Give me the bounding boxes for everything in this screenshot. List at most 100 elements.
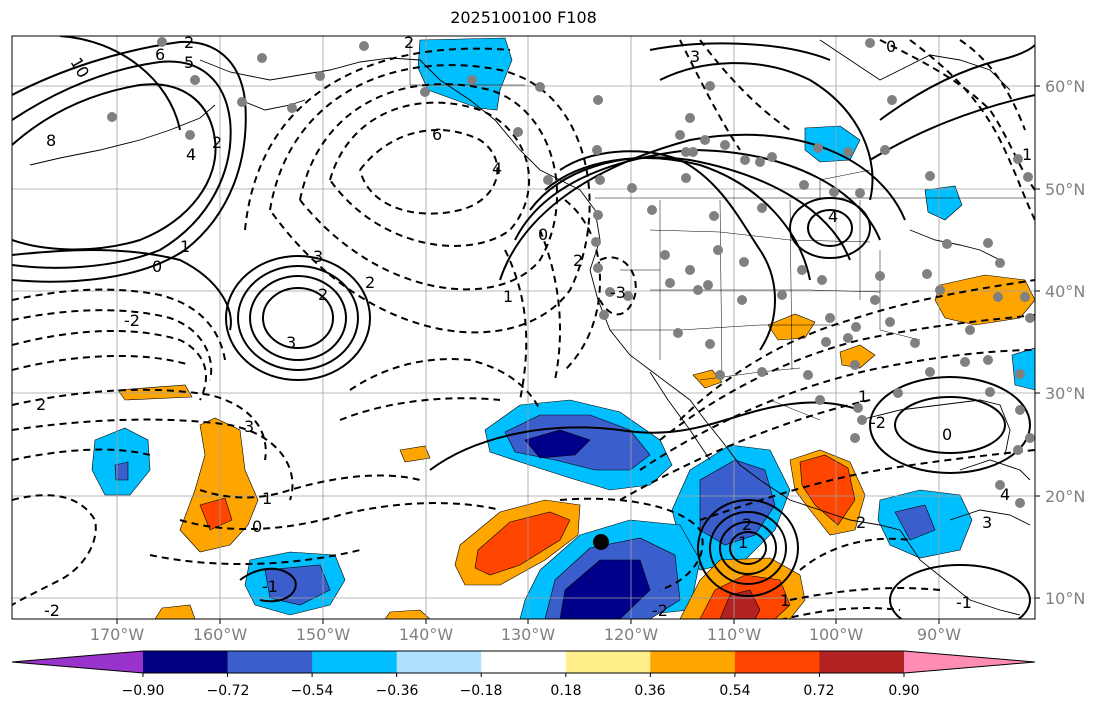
contour-label: 2 bbox=[573, 251, 583, 270]
colorbar-tick-label: −0.18 bbox=[459, 683, 503, 699]
blue-region-atlantic bbox=[1011, 347, 1035, 391]
contour-label: 6 bbox=[155, 45, 165, 64]
state-borders bbox=[409, 40, 1035, 421]
colorbar-tick-label: −0.36 bbox=[375, 683, 419, 699]
contour-label: 0 bbox=[538, 225, 548, 244]
colorbar-extend-high bbox=[904, 651, 1035, 673]
colorbar-segment bbox=[396, 651, 482, 673]
lon-label-170w: 170°W bbox=[89, 625, 145, 644]
lon-ticks bbox=[116, 619, 940, 624]
lon-label-120w: 120°W bbox=[603, 625, 659, 644]
colorbar-segment bbox=[565, 651, 651, 673]
contour-label: 5 bbox=[184, 53, 194, 72]
orange-region-southwest bbox=[154, 604, 196, 619]
map-title: 2025100100 F108 bbox=[450, 8, 597, 27]
contour-label: 3 bbox=[690, 47, 700, 66]
orange-region-central-pacific bbox=[179, 417, 259, 553]
blue-region-alaska bbox=[417, 37, 513, 111]
storm-center-marker bbox=[593, 534, 609, 550]
contour-label: 2 bbox=[212, 133, 222, 152]
colorbar-tick-label: −0.72 bbox=[206, 683, 250, 699]
contour-label: 2 bbox=[404, 33, 414, 52]
shaded-regions bbox=[91, 37, 1035, 619]
colorbar-segment bbox=[143, 651, 229, 673]
colorbar-segment bbox=[650, 651, 736, 673]
colorbar-segment bbox=[312, 651, 398, 673]
colorbar-segment bbox=[819, 651, 905, 673]
contours-dashed bbox=[12, 39, 1035, 619]
contour-label: 2 bbox=[318, 285, 328, 304]
contour-label: 1 bbox=[503, 287, 513, 306]
contour-label: -2 bbox=[124, 311, 140, 330]
colorbar-tick-label: 0.72 bbox=[803, 683, 835, 699]
contour-label: 1 bbox=[858, 387, 868, 406]
lon-label-150w: 150°W bbox=[295, 625, 351, 644]
contour-label: 3 bbox=[244, 417, 254, 436]
colorbar-tick-label: −0.90 bbox=[121, 683, 165, 699]
lon-label-100w: 100°W bbox=[808, 625, 864, 644]
contour-label: 2 bbox=[365, 273, 375, 292]
contour-label: 2 bbox=[856, 513, 866, 532]
orange-region-small4 bbox=[399, 445, 431, 463]
lat-label-60n: 60°N bbox=[1045, 77, 1086, 96]
contour-label: 4 bbox=[828, 207, 838, 226]
contour-label: -1 bbox=[262, 577, 278, 596]
contour-label: 2 bbox=[184, 33, 194, 52]
colorbar-segment bbox=[227, 651, 313, 673]
orange-region-small2 bbox=[839, 344, 876, 369]
contour-label: 8 bbox=[46, 131, 56, 150]
contour-label: 0 bbox=[886, 37, 896, 56]
contour-label: 4 bbox=[1000, 485, 1010, 504]
colorbar-segment bbox=[481, 651, 567, 673]
contour-label: 2 bbox=[36, 395, 46, 414]
station-dots bbox=[107, 37, 1035, 508]
contour-label: -3 bbox=[610, 283, 626, 302]
gridlines bbox=[12, 36, 1035, 619]
colorbar-extend-low bbox=[12, 651, 143, 673]
contour-label: 6 bbox=[432, 125, 442, 144]
contour-label: 4 bbox=[492, 159, 502, 178]
orange-region-eastern-us bbox=[934, 274, 1035, 326]
lon-label-160w: 160°W bbox=[192, 625, 248, 644]
colorbar-segment bbox=[734, 651, 820, 673]
contour-label: -2 bbox=[870, 413, 886, 432]
lat-label-10n: 10°N bbox=[1045, 589, 1086, 608]
lon-label-110w: 110°W bbox=[706, 625, 762, 644]
colorbar-tick-label: 0.18 bbox=[550, 683, 582, 699]
colorbar bbox=[11, 650, 1036, 677]
contour-label: 3 bbox=[313, 247, 323, 266]
lat-label-30n: 30°N bbox=[1045, 384, 1086, 403]
contour-label: 1 bbox=[780, 591, 790, 610]
lat-ticks bbox=[1035, 85, 1040, 599]
contour-label: -2 bbox=[652, 601, 668, 620]
contour-label: 1 bbox=[262, 489, 272, 508]
lat-label-50n: 50°N bbox=[1045, 180, 1086, 199]
orange-region-sw-coast bbox=[384, 609, 431, 619]
orange-region-small5 bbox=[117, 384, 193, 401]
lon-label-140w: 140°W bbox=[398, 625, 454, 644]
colorbar-tick-label: 0.90 bbox=[888, 683, 920, 699]
contour-label: 1 bbox=[1022, 145, 1032, 164]
contour-label: 1 bbox=[738, 533, 748, 552]
contour-label: 0 bbox=[252, 517, 262, 536]
blue-region-ne bbox=[924, 185, 963, 221]
colorbar-tick-label: 0.54 bbox=[719, 683, 751, 699]
contour-label: 0 bbox=[152, 257, 162, 276]
contour-label: 0 bbox=[942, 425, 952, 444]
blue-region-hawaii bbox=[91, 427, 151, 496]
lat-label-40n: 40°N bbox=[1045, 282, 1086, 301]
coastlines bbox=[29, 39, 1031, 616]
contour-label: -2 bbox=[44, 601, 60, 620]
contour-label: 3 bbox=[982, 513, 992, 532]
contour-label: 2 bbox=[742, 515, 752, 534]
lon-label-130w: 130°W bbox=[500, 625, 556, 644]
colorbar-tick-label: −0.54 bbox=[290, 683, 334, 699]
contour-label: 3 bbox=[286, 333, 296, 352]
contour-label: 1 bbox=[180, 237, 190, 256]
lon-label-90w: 90°W bbox=[916, 625, 962, 644]
contour-label: -1 bbox=[956, 593, 972, 612]
colorbar-tick-label: 0.36 bbox=[634, 683, 666, 699]
contour-label: 4 bbox=[186, 145, 196, 164]
map-frame bbox=[11, 35, 1036, 620]
